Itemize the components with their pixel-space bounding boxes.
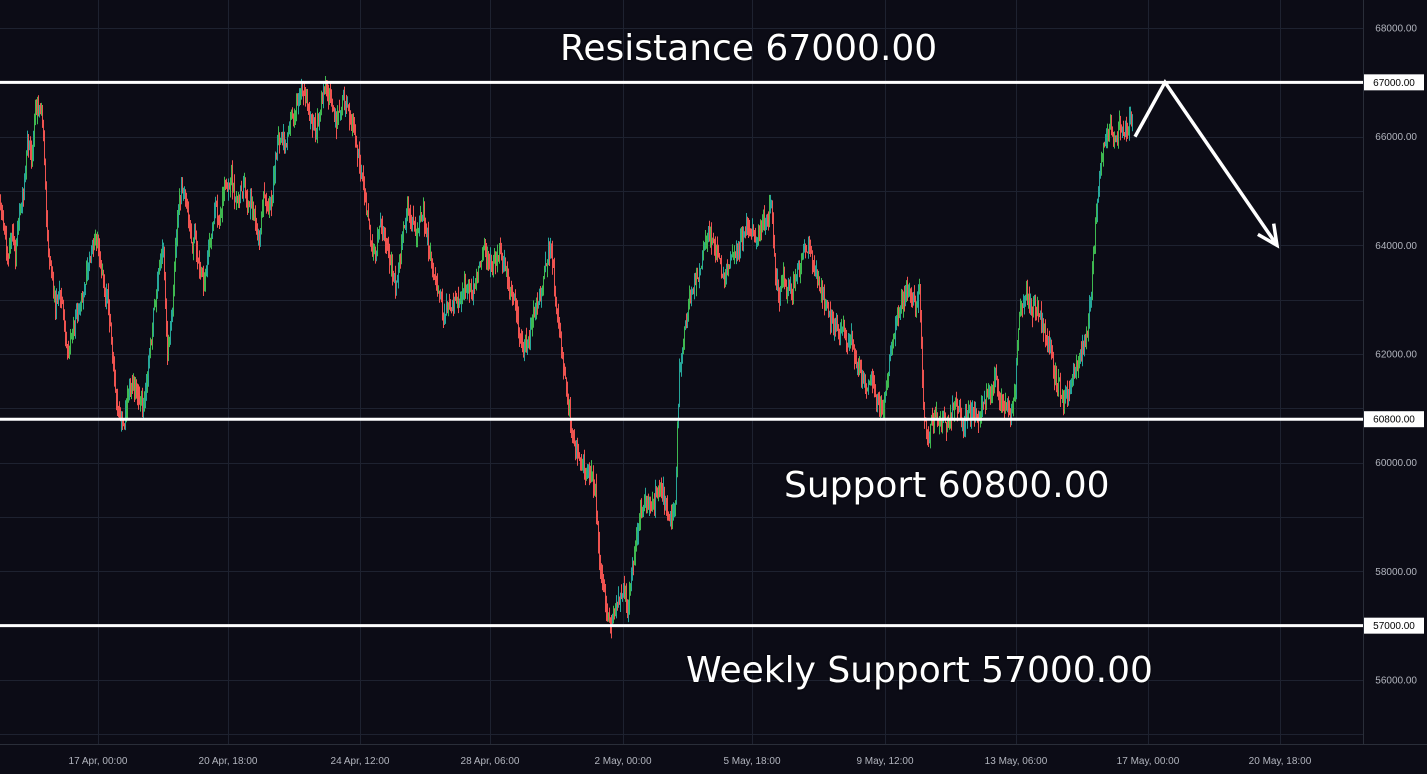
x-tick-label: 17 Apr, 00:00 xyxy=(69,756,128,767)
level-price-tag xyxy=(1364,617,1424,634)
weekly-support-label: Weekly Support 57000.00 xyxy=(686,650,1153,691)
y-tick-label: 58000.00 xyxy=(1375,567,1417,578)
candle-series xyxy=(0,76,1133,639)
level-price-tag-label: 60800.00 xyxy=(1373,415,1415,426)
y-tick-label: 62000.00 xyxy=(1375,350,1417,361)
time-axis[interactable]: 17 Apr, 00:00 20 Apr, 18:00 24 Apr, 12:00 2… xyxy=(69,756,1312,767)
projection-path xyxy=(1133,78,1279,247)
x-tick-label: 2 May, 00:00 xyxy=(594,756,652,767)
level-price-tag xyxy=(1364,411,1424,428)
y-tick-label: 68000.00 xyxy=(1375,24,1417,35)
x-tick-label: 17 May, 00:00 xyxy=(1117,756,1180,767)
level-lines xyxy=(0,80,1363,628)
level-price-tag-label: 57000.00 xyxy=(1373,621,1415,632)
level-price-tag xyxy=(1364,74,1424,91)
x-tick-label: 20 May, 18:00 xyxy=(1249,756,1312,767)
level-price-tags: 67000.00 60800.00 57000.00 xyxy=(1364,74,1424,634)
projection-arrow xyxy=(1133,78,1280,249)
x-tick-label: 9 May, 12:00 xyxy=(856,756,914,767)
y-tick-label: 64000.00 xyxy=(1375,241,1417,252)
resistance-label: Resistance 67000.00 xyxy=(560,28,938,69)
support-label: Support 60800.00 xyxy=(784,465,1110,506)
price-axis[interactable]: 68000.00 66000.00 64000.00 62000.00 60000.00… xyxy=(1375,24,1417,687)
projection-arrowhead xyxy=(1257,223,1280,249)
x-tick-label: 13 May, 06:00 xyxy=(985,756,1048,767)
level-price-tag-label: 67000.00 xyxy=(1373,78,1415,89)
x-tick-label: 20 Apr, 18:00 xyxy=(199,756,258,767)
x-tick-label: 5 May, 18:00 xyxy=(723,756,781,767)
y-tick-label: 60000.00 xyxy=(1375,458,1417,469)
y-tick-label: 66000.00 xyxy=(1375,132,1417,143)
x-tick-label: 24 Apr, 12:00 xyxy=(331,756,390,767)
y-tick-label: 56000.00 xyxy=(1375,676,1417,687)
x-tick-label: 28 Apr, 06:00 xyxy=(461,756,520,767)
